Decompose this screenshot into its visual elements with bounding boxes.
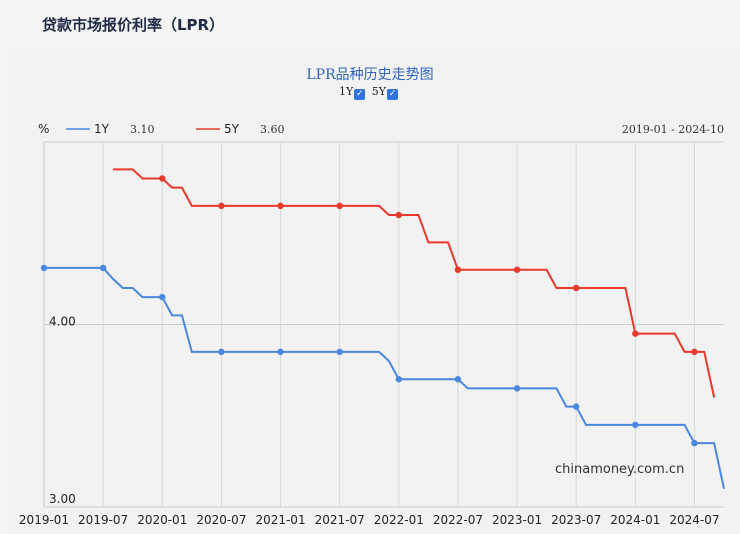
series-5Y-point: [159, 175, 166, 182]
series-1Y-point: [691, 439, 698, 447]
legend-1Y-latest: 3.10: [130, 123, 155, 136]
series-1Y-point: [336, 348, 343, 356]
series-1Y-point: [572, 403, 580, 410]
x-tick-label: 2022-01: [374, 513, 424, 527]
x-tick-label: 2019-01: [19, 513, 69, 527]
x-tick-label: 2023-01: [492, 513, 542, 527]
toggle-5y-label: 5Y: [371, 85, 387, 98]
series-5Y-point: [218, 202, 225, 210]
toggle-1y-checkbox[interactable]: ✓: [354, 89, 366, 100]
series-1Y-point: [632, 421, 639, 429]
date-range: 2019-01 - 2024-10: [622, 123, 724, 136]
series-toggles: 1Y ✓ 5Y ✓: [0, 85, 740, 100]
series-5Y-point: [395, 211, 402, 219]
x-tick-label: 2019-07: [78, 513, 128, 527]
x-tick-label: 2020-07: [196, 513, 246, 527]
toggle-5y-checkbox[interactable]: ✓: [387, 89, 399, 100]
x-tick-label: 2024-07: [669, 513, 719, 527]
series-5Y-point: [454, 266, 462, 273]
series-5Y-point: [632, 330, 639, 337]
toggle-1y-label: 1Y: [338, 85, 354, 98]
x-tick-label: 2020-01: [137, 513, 187, 527]
series-5Y-point: [513, 266, 521, 273]
series-1Y-point: [40, 264, 48, 272]
series-1Y-point: [395, 376, 402, 383]
watermark: chinamoney.com.cn: [555, 462, 684, 477]
series-1Y-line: [44, 266, 725, 489]
legend-1Y-label: 1Y: [94, 122, 110, 136]
chart-title: LPR品种历史走势图: [306, 67, 434, 83]
series-1Y-point: [99, 264, 107, 272]
series-1Y-point: [277, 348, 284, 356]
series-5Y-line: [112, 168, 716, 398]
series-5Y-point: [336, 202, 343, 210]
y-tick-label: 4.00: [49, 315, 76, 329]
x-tick-label: 2024-01: [610, 513, 660, 527]
series-5Y-point: [691, 348, 698, 356]
x-tick-label: 2021-07: [315, 513, 365, 527]
y-unit-label: %: [38, 122, 49, 136]
chart-panel: [10, 48, 740, 534]
legend-5Y-latest: 3.60: [260, 123, 285, 136]
x-tick-label: 2021-01: [255, 513, 305, 527]
x-tick-label: 2023-07: [551, 513, 601, 527]
series-5Y-point: [572, 284, 580, 292]
page-title: 贷款市场报价利率（LPR）: [42, 16, 225, 34]
y-tick-label: 3.00: [49, 492, 76, 506]
series-1Y-point: [218, 348, 225, 356]
series-5Y-point: [277, 202, 284, 210]
series-1Y-point: [159, 293, 166, 301]
x-tick-label: 2022-07: [433, 513, 483, 527]
series-1Y-point: [513, 385, 521, 392]
series-1Y-point: [454, 376, 462, 383]
legend-5Y-label: 5Y: [224, 122, 240, 136]
